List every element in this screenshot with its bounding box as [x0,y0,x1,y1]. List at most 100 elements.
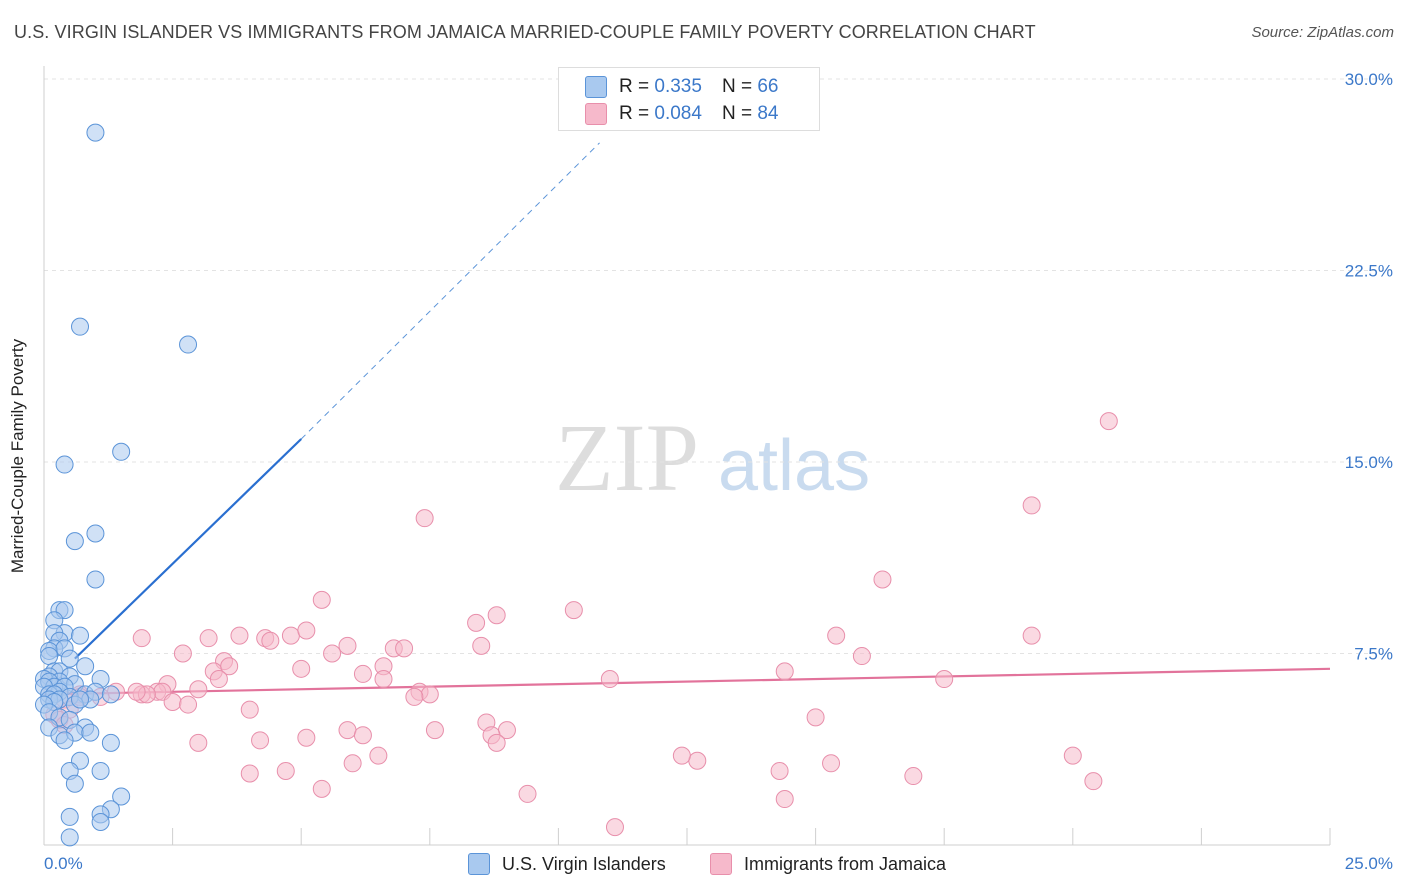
bottom-legend-jamaica: Immigrants from Jamaica [710,852,946,876]
legend-r-value: 0.084 [654,103,702,124]
data-point-virgin-islanders [86,570,105,589]
watermark-zip: ZIP [555,404,699,511]
data-point-virgin-islanders [91,761,110,780]
data-point-virgin-islanders [179,335,198,354]
data-point-jamaica [518,784,537,803]
legend-r-label: R = [619,76,650,97]
data-point-virgin-islanders [101,733,120,752]
data-point-virgin-islanders [60,649,79,668]
data-point-jamaica [904,767,923,786]
data-point-jamaica [1063,746,1082,765]
data-point-jamaica [220,657,239,676]
data-point-virgin-islanders [40,647,59,666]
data-point-jamaica [775,790,794,809]
trend-line-blue-extension [300,142,600,440]
data-point-jamaica [405,687,424,706]
data-point-jamaica [672,746,691,765]
data-point-jamaica [873,570,892,589]
data-point-jamaica [775,662,794,681]
x-tick-label-max: 25.0% [1345,854,1393,873]
data-point-jamaica [127,682,146,701]
data-point-jamaica [827,626,846,645]
data-point-jamaica [323,644,342,663]
data-point-virgin-islanders [112,442,131,461]
legend-swatch-pink [585,103,607,125]
data-point-virgin-islanders [71,690,90,709]
data-point-jamaica [467,613,486,632]
legend-row-jamaica: R = 0.084 N = 84 [585,102,778,126]
data-point-virgin-islanders [112,787,131,806]
legend-swatch-blue [585,76,607,98]
data-point-jamaica [338,721,357,740]
data-point-jamaica [806,708,825,727]
trend-line-blue [74,438,302,660]
data-point-virgin-islanders [86,123,105,142]
data-point-jamaica [276,761,295,780]
y-tick-label: 7.5% [1354,645,1393,664]
data-point-jamaica [487,606,506,625]
data-point-jamaica [338,636,357,655]
data-point-jamaica [209,670,228,689]
y-tick-label: 22.5% [1345,262,1393,281]
bottom-legend-swatch-pink [710,853,732,875]
data-point-jamaica [374,670,393,689]
data-point-jamaica [132,629,151,648]
data-point-virgin-islanders [60,828,79,847]
data-point-virgin-islanders [101,685,120,704]
data-point-jamaica [312,590,331,609]
data-point-jamaica [420,685,439,704]
data-point-jamaica [1084,772,1103,791]
data-point-jamaica [173,644,192,663]
data-point-jamaica [600,670,619,689]
data-point-jamaica [163,693,182,712]
data-point-jamaica [343,754,362,773]
legend-r-value: 0.335 [654,76,702,97]
data-point-jamaica [189,733,208,752]
data-point-jamaica [240,764,259,783]
data-point-jamaica [852,647,871,666]
data-point-jamaica [353,726,372,745]
data-point-virgin-islanders [55,731,74,750]
data-point-virgin-islanders [86,524,105,543]
data-point-jamaica [261,631,280,650]
data-point-jamaica [415,509,434,528]
data-point-jamaica [292,659,311,678]
data-point-jamaica [1022,626,1041,645]
data-point-virgin-islanders [81,723,100,742]
x-tick-label-min: 0.0% [44,854,83,873]
legend-n-value: 84 [757,103,779,124]
data-point-jamaica [251,731,270,750]
data-point-virgin-islanders [71,626,90,645]
chart-title: U.S. VIRGIN ISLANDER VS IMMIGRANTS FROM … [14,22,1036,42]
watermark-atlas: atlas [718,426,870,506]
data-point-virgin-islanders [71,317,90,336]
bottom-legend-label: U.S. Virgin Islanders [502,853,666,874]
data-point-virgin-islanders [76,657,95,676]
legend-n-label: N = [721,103,753,124]
data-point-jamaica [487,733,506,752]
data-point-jamaica [770,761,789,780]
data-point-jamaica [1022,496,1041,515]
data-point-jamaica [564,601,583,620]
source-label: Source: ZipAtlas.com [1251,24,1394,41]
data-point-jamaica [281,626,300,645]
data-point-jamaica [395,639,414,658]
data-point-jamaica [688,751,707,770]
data-point-jamaica [230,626,249,645]
data-point-virgin-islanders [91,813,110,832]
zipatlas-watermark: ZIP atlas [555,404,870,511]
data-point-jamaica [199,629,218,648]
data-point-jamaica [353,664,372,683]
trend-line-pink [43,667,1331,696]
data-point-jamaica [297,621,316,640]
data-point-jamaica [605,818,624,837]
legend-r-label: R = [619,103,650,124]
data-point-virgin-islanders [60,807,79,826]
data-point-jamaica [425,721,444,740]
legend-n-label: N = [721,76,753,97]
bottom-legend-swatch-blue [468,853,490,875]
data-point-jamaica [822,754,841,773]
data-point-jamaica [472,636,491,655]
data-point-jamaica [179,695,198,714]
